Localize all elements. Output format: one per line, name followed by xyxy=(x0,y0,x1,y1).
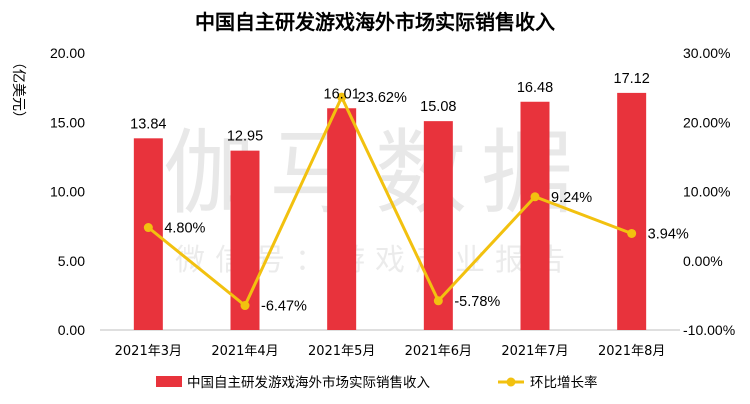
growth-point xyxy=(240,301,250,311)
y-tick-label: 5.00 xyxy=(58,253,85,269)
bar xyxy=(423,121,453,330)
y2-tick-label: 10.00% xyxy=(683,184,730,200)
y-tick-label: 0.00 xyxy=(58,322,85,338)
growth-point xyxy=(530,192,540,202)
y2-tick-label: -10.00% xyxy=(683,322,735,338)
y-tick-label: 15.00 xyxy=(50,114,85,130)
growth-value-label: -5.78% xyxy=(454,294,500,310)
growth-point xyxy=(433,296,443,306)
x-tick-label: 2021年5月 xyxy=(308,344,375,359)
legend-line-marker xyxy=(506,377,516,387)
bar-value-label: 13.84 xyxy=(130,116,166,132)
y2-tick-label: 30.00% xyxy=(683,45,730,61)
growth-point xyxy=(627,228,637,238)
growth-value-label: -6.47% xyxy=(261,299,307,315)
growth-point xyxy=(337,92,347,102)
growth-value-label: 9.24% xyxy=(551,190,592,206)
bar xyxy=(617,92,647,330)
bar-value-label: 15.08 xyxy=(420,99,456,115)
bar-value-label: 12.95 xyxy=(227,129,263,145)
x-tick-label: 2021年3月 xyxy=(115,344,182,359)
bar-value-label: 16.01 xyxy=(324,86,360,102)
y-tick-label: 20.00 xyxy=(50,45,85,61)
bar-value-label: 17.12 xyxy=(614,71,650,87)
legend-line-label: 环比增长率 xyxy=(530,374,598,391)
chart-axes: 0.00 5.00 10.00 15.00 20.00 -10.00% 0.00% 10.00… xyxy=(10,45,735,359)
y-tick-label: 10.00 xyxy=(50,184,85,200)
bar xyxy=(327,108,357,330)
growth-point xyxy=(143,223,153,233)
legend-bar-swatch xyxy=(156,376,182,387)
bar xyxy=(520,101,550,330)
growth-value-label: 23.62% xyxy=(358,90,407,106)
x-tick-label: 2021年8月 xyxy=(598,344,665,359)
chart-title: 中国自主研发游戏海外市场实际销售收入 xyxy=(195,10,555,34)
growth-value-label: 4.80% xyxy=(164,221,205,237)
line-series xyxy=(143,92,637,311)
data-labels: 13.84 12.95 16.01 15.08 16.48 17.12 4.80% -6.47… xyxy=(130,71,689,315)
y2-tick-label: 20.00% xyxy=(683,114,730,130)
legend-bar-label: 中国自主研发游戏海外市场实际销售收入 xyxy=(187,374,430,391)
chart-legend: 中国自主研发游戏海外市场实际销售收入 环比增长率 xyxy=(156,374,598,391)
y2-tick-label: 0.00% xyxy=(683,253,723,269)
bar-value-label: 16.48 xyxy=(517,80,553,96)
x-tick-label: 2021年4月 xyxy=(211,344,278,359)
growth-line xyxy=(147,93,633,308)
bar xyxy=(230,150,260,330)
growth-value-label: 3.94% xyxy=(648,226,689,242)
y-axis-label: （亿美元） xyxy=(10,55,26,125)
x-tick-label: 2021年7月 xyxy=(501,344,568,359)
x-tick-label: 2021年6月 xyxy=(405,344,472,359)
